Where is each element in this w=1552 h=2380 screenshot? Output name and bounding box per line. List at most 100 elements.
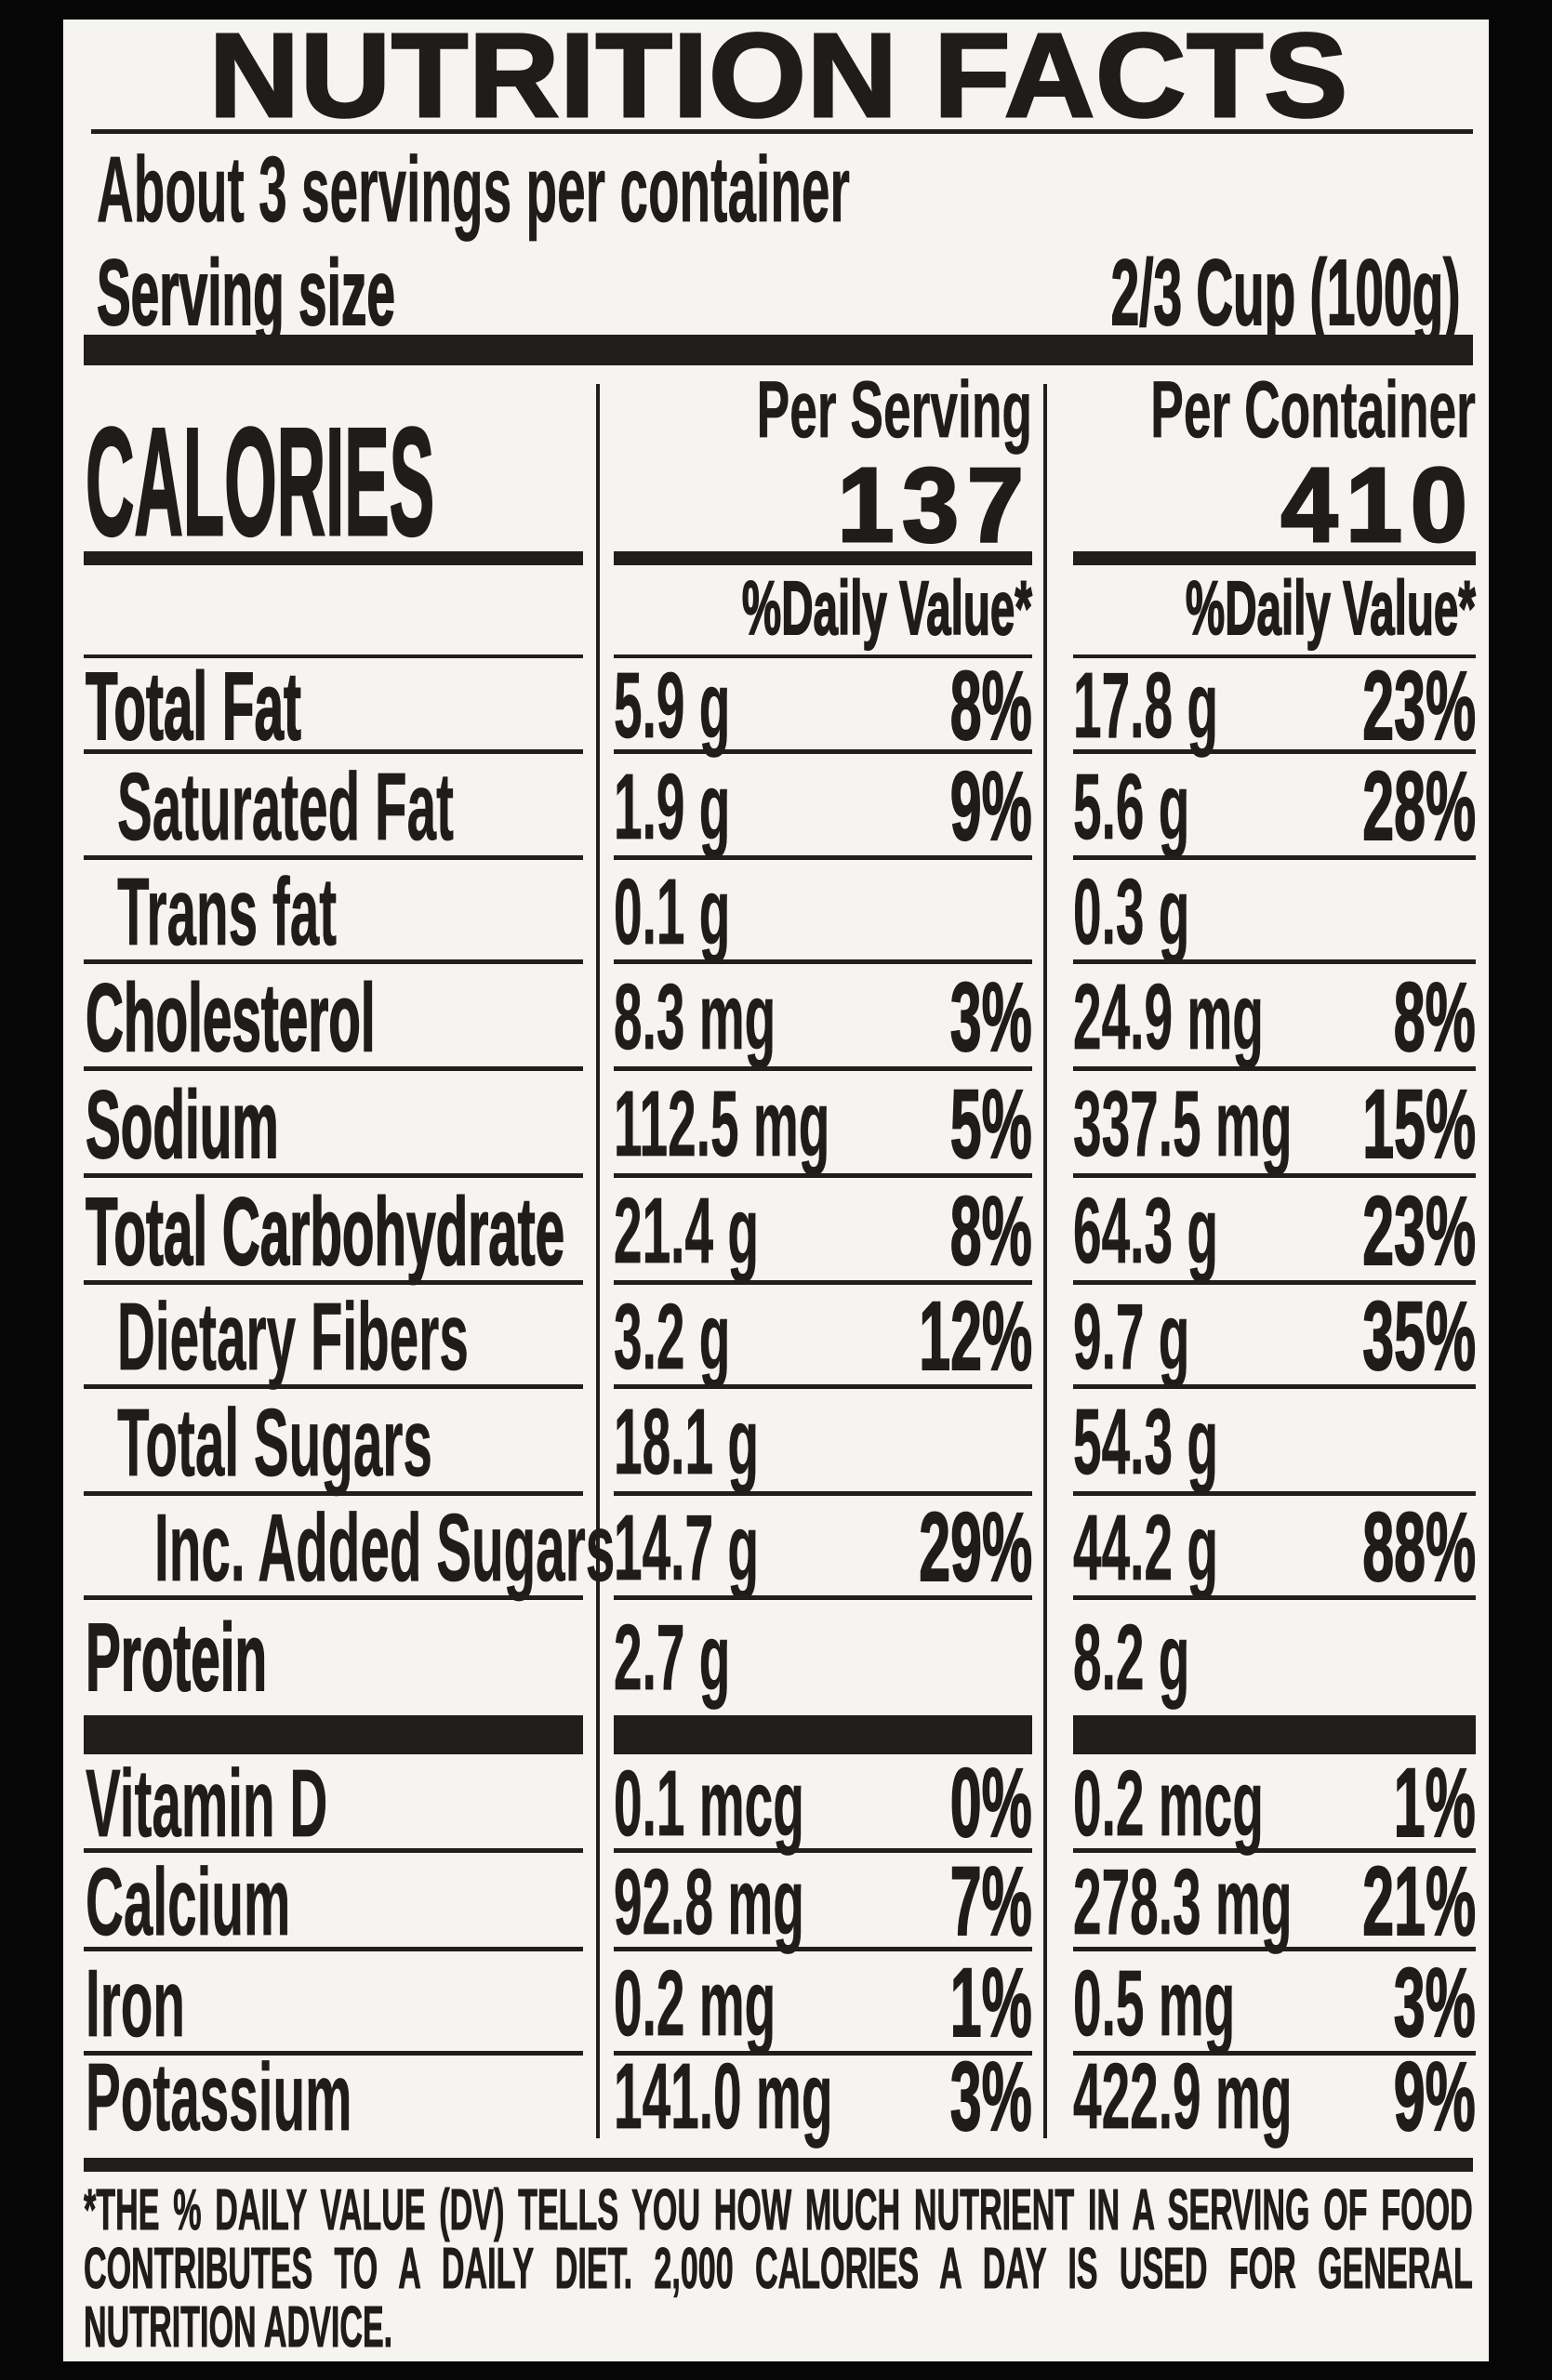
- container-amount: 0.5 mg: [1073, 1950, 1236, 2056]
- per-container-label: Per Container: [1150, 364, 1476, 455]
- container-amount: 0.3 g: [1073, 859, 1190, 964]
- nutrient-name: Inc. Added Sugars: [154, 1494, 616, 1602]
- serving-amount: 0.1 mcg: [614, 1751, 804, 1856]
- calories-per-serving-value: 137: [836, 445, 1032, 565]
- calories-per-serving: 137: [831, 445, 1032, 565]
- serving-dv: 3%: [949, 2042, 1032, 2152]
- micronutrient-row-vitamin-d: Vitamin D 0.1 mcg 0% 0.2 mcg 1%: [63, 1748, 1489, 1858]
- daily-value-header-container-text: %Daily Value*: [1185, 565, 1476, 652]
- nutrient-row-total-carbohydrate: Total Carbohydrate 21.4 g 8% 64.3 g 23%: [63, 1176, 1489, 1287]
- title-rule: [91, 129, 1473, 134]
- container-dv: 15%: [1362, 1069, 1477, 1180]
- container-amount: 64.3 g: [1073, 1179, 1218, 1284]
- servings-per-container-row: About 3 servings per container: [97, 137, 1473, 242]
- nutrient-name: Trans fat: [117, 858, 338, 966]
- nutrient-row-added-sugars: Inc. Added Sugars 14.7 g 29% 44.2 g 88%: [63, 1492, 1489, 1603]
- container-dv: 23%: [1362, 651, 1477, 761]
- nutrient-name: Calcium: [86, 1848, 291, 1956]
- per-serving-header: Per Serving: [588, 364, 1032, 455]
- serving-amount: 1.9 g: [614, 754, 731, 859]
- container-amount: 422.9 mg: [1073, 2044, 1293, 2149]
- nutrient-name: Total Carbohydrate: [85, 1177, 565, 1286]
- footnote-separator-bar: [84, 2158, 1473, 2172]
- header-separator-bar: [84, 335, 1473, 365]
- dv-rule-container: [1073, 654, 1476, 658]
- daily-value-header-container: %Daily Value*: [975, 565, 1476, 653]
- container-dv: 35%: [1362, 1281, 1477, 1392]
- dv-rule-left: [84, 654, 583, 658]
- container-dv: 28%: [1362, 751, 1477, 862]
- nutrient-row-cholesterol: Cholesterol 8.3 mg 3% 24.9 mg 8%: [63, 962, 1489, 1073]
- footnote-block: *The % Daily Value (DV) tells you how mu…: [84, 2178, 1473, 2360]
- micronutrient-separator-left: [84, 1715, 583, 1754]
- serving-size-value: 2/3 Cup (100g): [1110, 240, 1461, 346]
- container-amount: 24.9 mg: [1073, 965, 1264, 1070]
- container-amount: 5.6 g: [1073, 754, 1190, 859]
- container-amount: 0.2 mcg: [1073, 1751, 1264, 1856]
- nutrient-row-dietary-fibers: Dietary Fibers 3.2 g 12% 9.7 g 35%: [63, 1281, 1489, 1392]
- serving-dv: 8%: [949, 651, 1032, 761]
- column-divider-serving: [596, 384, 600, 2138]
- nutrient-name: Dietary Fibers: [117, 1283, 469, 1391]
- serving-amount: 2.7 g: [614, 1605, 731, 1710]
- serving-amount: 112.5 mg: [614, 1072, 830, 1177]
- calories-label-block: CALORIES: [85, 394, 588, 568]
- container-amount: 8.2 g: [1073, 1605, 1190, 1710]
- serving-amount: 21.4 g: [614, 1179, 759, 1284]
- serving-dv: 12%: [919, 1281, 1033, 1392]
- nutrient-name: Iron: [86, 1950, 186, 2057]
- serving-amount: 8.3 mg: [614, 965, 776, 1070]
- micronutrient-row-calcium: Calcium 92.8 mg 7% 278.3 mg 21%: [63, 1846, 1489, 1957]
- nutrient-row-total-fat: Total Fat 5.9 g 8% 17.8 g 23%: [63, 651, 1489, 761]
- container-dv: 1%: [1393, 1748, 1476, 1858]
- nutrient-row-saturated-fat: Saturated Fat 1.9 g 9% 5.6 g 28%: [63, 751, 1489, 862]
- nutrient-name: Sodium: [85, 1070, 279, 1179]
- footnote-text: *The % Daily Value (DV) tells you how mu…: [84, 2178, 1473, 2360]
- serving-dv: 0%: [949, 1748, 1032, 1858]
- serving-dv: 3%: [949, 962, 1032, 1073]
- serving-dv: 29%: [919, 1492, 1033, 1603]
- container-amount: 337.5 mg: [1073, 1072, 1293, 1177]
- serving-dv: 7%: [949, 1846, 1032, 1957]
- container-dv: 23%: [1362, 1176, 1477, 1287]
- nutrient-row-sodium: Sodium 112.5 mg 5% 337.5 mg 15%: [63, 1069, 1489, 1180]
- serving-amount: 18.1 g: [614, 1390, 759, 1495]
- micronutrient-separator-container: [1073, 1715, 1476, 1754]
- serving-amount: 92.8 mg: [614, 1849, 804, 1954]
- servings-per-container: About 3 servings per container: [97, 137, 850, 242]
- serving-amount: 5.9 g: [614, 654, 731, 759]
- micronutrient-row-iron: Iron 0.2 mg 1% 0.5 mg 3%: [63, 1948, 1489, 2058]
- container-amount: 44.2 g: [1073, 1495, 1218, 1600]
- calories-per-container: 410: [1275, 445, 1476, 565]
- nutrient-name: Total Sugars: [117, 1388, 432, 1496]
- label-title: NUTRITION FACTS: [207, 7, 1348, 143]
- micronutrient-row-potassium: Potassium 141.0 mg 3% 422.9 mg 9%: [63, 2042, 1489, 2152]
- nutrient-row-total-sugars: Total Sugars 18.1 g 54.3 g: [63, 1388, 1489, 1496]
- container-amount: 9.7 g: [1073, 1284, 1190, 1389]
- serving-dv: 9%: [949, 751, 1032, 862]
- label-title-block: NUTRITION FACTS: [84, 7, 1473, 143]
- nutrient-name: Saturated Fat: [117, 753, 455, 861]
- serving-amount: 0.2 mg: [614, 1950, 776, 2056]
- nutrient-name: Total Fat: [85, 652, 301, 760]
- per-serving-label: Per Serving: [756, 364, 1032, 455]
- calories-underline-left: [84, 551, 583, 565]
- nutrient-name: Cholesterol: [85, 963, 376, 1072]
- calories-underline-serving: [614, 551, 1032, 565]
- container-dv: 88%: [1362, 1492, 1477, 1603]
- nutrient-name: Protein: [85, 1603, 268, 1712]
- serving-size-row: Serving size 2/3 Cup (100g): [96, 240, 1461, 346]
- daily-value-header-serving-text: %Daily Value*: [741, 565, 1032, 652]
- serving-dv: 8%: [949, 1176, 1032, 1287]
- container-dv: 21%: [1362, 1846, 1477, 1957]
- column-divider-container: [1043, 384, 1047, 2138]
- daily-value-header-serving: %Daily Value*: [532, 565, 1032, 653]
- container-amount: 278.3 mg: [1073, 1849, 1293, 1954]
- calories-underline-container: [1073, 551, 1476, 565]
- nutrient-row-protein: Protein 2.7 g 8.2 g: [63, 1600, 1489, 1715]
- dv-rule-serving: [614, 654, 1032, 658]
- nutrient-row-trans-fat: Trans fat 0.1 g 0.3 g: [63, 858, 1489, 966]
- container-dv: 9%: [1393, 2042, 1476, 2152]
- serving-size-label: Serving size: [96, 240, 395, 346]
